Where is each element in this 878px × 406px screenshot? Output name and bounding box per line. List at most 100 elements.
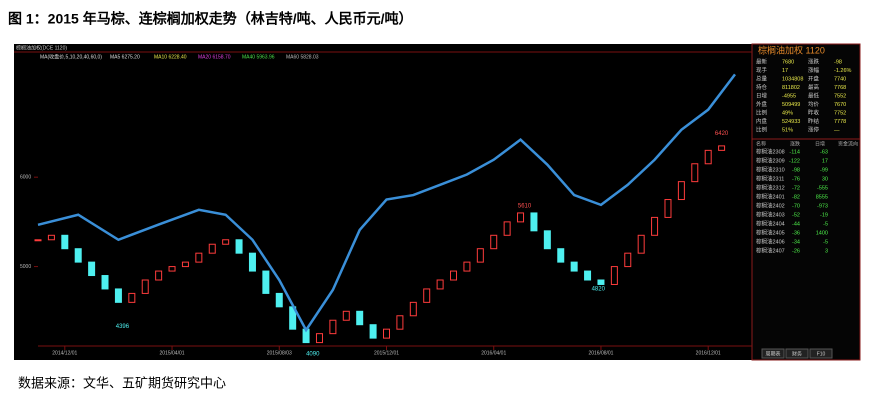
contract-cell: 17: [822, 158, 828, 164]
candle: [637, 234, 645, 254]
tab[interactable]: [809, 348, 833, 359]
candle: [409, 301, 417, 317]
quote-cell: 昨结: [808, 117, 820, 125]
candle: [490, 234, 498, 250]
tab[interactable]: [785, 348, 809, 359]
quote-cell: —: [834, 127, 840, 133]
candle: [570, 261, 578, 272]
quote-cell: -98: [834, 59, 842, 65]
contract-cell: -99: [820, 167, 828, 173]
quote-cell: 比例: [756, 125, 768, 133]
contract-cell: 8555: [816, 194, 828, 200]
quote-cell: 涨幅: [808, 66, 820, 74]
quote-cell: 7552: [834, 93, 846, 99]
candle: [342, 310, 350, 321]
contract-cell: -36: [792, 230, 800, 236]
candle: [651, 216, 659, 236]
tab[interactable]: [761, 348, 785, 359]
quote-cell: 7778: [834, 119, 846, 125]
quote-cell: 最高: [808, 83, 820, 91]
tab-label: 财务: [792, 350, 802, 357]
quote-cell: 7680: [782, 59, 794, 65]
candle: [128, 292, 136, 303]
chart-header: 棕榈油加权(DCE 1120): [16, 44, 67, 51]
contract-cell: 棕榈油2407: [756, 246, 785, 254]
x-tick-label: 2016/08/01: [588, 350, 613, 356]
contract-cell: 棕榈油2402: [756, 201, 785, 209]
ma-label: MA10 6228.40: [154, 54, 187, 60]
quote-cell: 外盘: [756, 100, 768, 108]
candle: [691, 163, 699, 183]
contract-cell: -70: [792, 203, 800, 209]
contract-cell: -82: [792, 194, 800, 200]
quote-cell: 7752: [834, 110, 846, 116]
screenshot-bg: [14, 44, 860, 360]
x-tick-label: 2015/04/01: [160, 350, 185, 356]
candle: [34, 239, 42, 242]
contract-cell: -5: [823, 221, 828, 227]
quote-cell: 51%: [782, 127, 793, 133]
contract-cell: 3: [825, 248, 828, 254]
candle: [315, 333, 323, 344]
contract-cell: -26: [792, 248, 800, 254]
candle: [584, 270, 592, 281]
quote-cell: 昨收: [808, 108, 820, 116]
contract-cell: 1400: [816, 230, 828, 236]
contract-cell: -19: [820, 212, 828, 218]
x-tick-label: 2015/08/03: [267, 350, 292, 356]
candle: [329, 319, 337, 335]
candle: [74, 248, 82, 263]
quote-cell: 持仓: [756, 83, 768, 91]
candle: [222, 239, 230, 245]
quote-cell: 现手: [756, 66, 768, 74]
candle: [450, 270, 458, 281]
candle: [517, 212, 525, 223]
candle: [677, 181, 685, 201]
annotation: 4820: [592, 286, 606, 292]
contract-cell: -5: [823, 239, 828, 245]
contract-cell: -114: [789, 149, 800, 155]
quote-cell: 均价: [808, 100, 820, 108]
candle: [704, 149, 712, 165]
quote-cell: 1034808: [782, 76, 803, 82]
contract-cell: -973: [817, 203, 828, 209]
ma-label: MA20 6158.70: [198, 54, 231, 60]
contract-cell: 棕榈油2310: [756, 165, 785, 173]
panel-title: 棕榈油加权 1120: [758, 44, 825, 55]
quote-cell: 总量: [756, 74, 768, 82]
x-tick-label: 2016/04/01: [481, 350, 506, 356]
contract-cell: -555: [817, 185, 828, 191]
annotation: 4090: [306, 352, 320, 358]
contract-cell: -98: [792, 167, 800, 173]
contract-cell: -63: [820, 149, 828, 155]
x-tick-label: 2014/12/01: [52, 350, 77, 356]
candle: [664, 199, 672, 218]
candle: [47, 234, 55, 241]
contract-cell: -76: [792, 176, 800, 182]
tab-label: 周期表: [765, 350, 780, 357]
candle: [248, 252, 256, 272]
contract-cell: 棕榈油2311: [756, 174, 784, 182]
candle: [383, 328, 390, 339]
candle: [476, 248, 484, 263]
candle: [610, 266, 618, 285]
quote-cell: 最低: [808, 91, 820, 99]
candle: [356, 310, 364, 326]
candle: [436, 279, 444, 290]
source: 数据来源：文华、五矿期货研究中心: [18, 375, 226, 390]
quote-cell: 涨跌: [808, 57, 820, 65]
contract-cell: 棕榈油2308: [756, 147, 785, 155]
candle: [61, 234, 69, 250]
contract-cell: 棕榈油2312: [756, 183, 785, 191]
candle: [141, 279, 149, 294]
contract-header: 名称: [756, 140, 766, 147]
quote-cell: 7670: [834, 102, 846, 108]
contract-cell: 棕榈油2309: [756, 156, 785, 164]
candle: [181, 261, 189, 268]
candle: [463, 261, 471, 272]
candle: [195, 252, 203, 263]
line-series: [37, 73, 736, 333]
quote-cell: 最新: [756, 57, 768, 65]
contract-header: 涨跌: [790, 140, 800, 147]
